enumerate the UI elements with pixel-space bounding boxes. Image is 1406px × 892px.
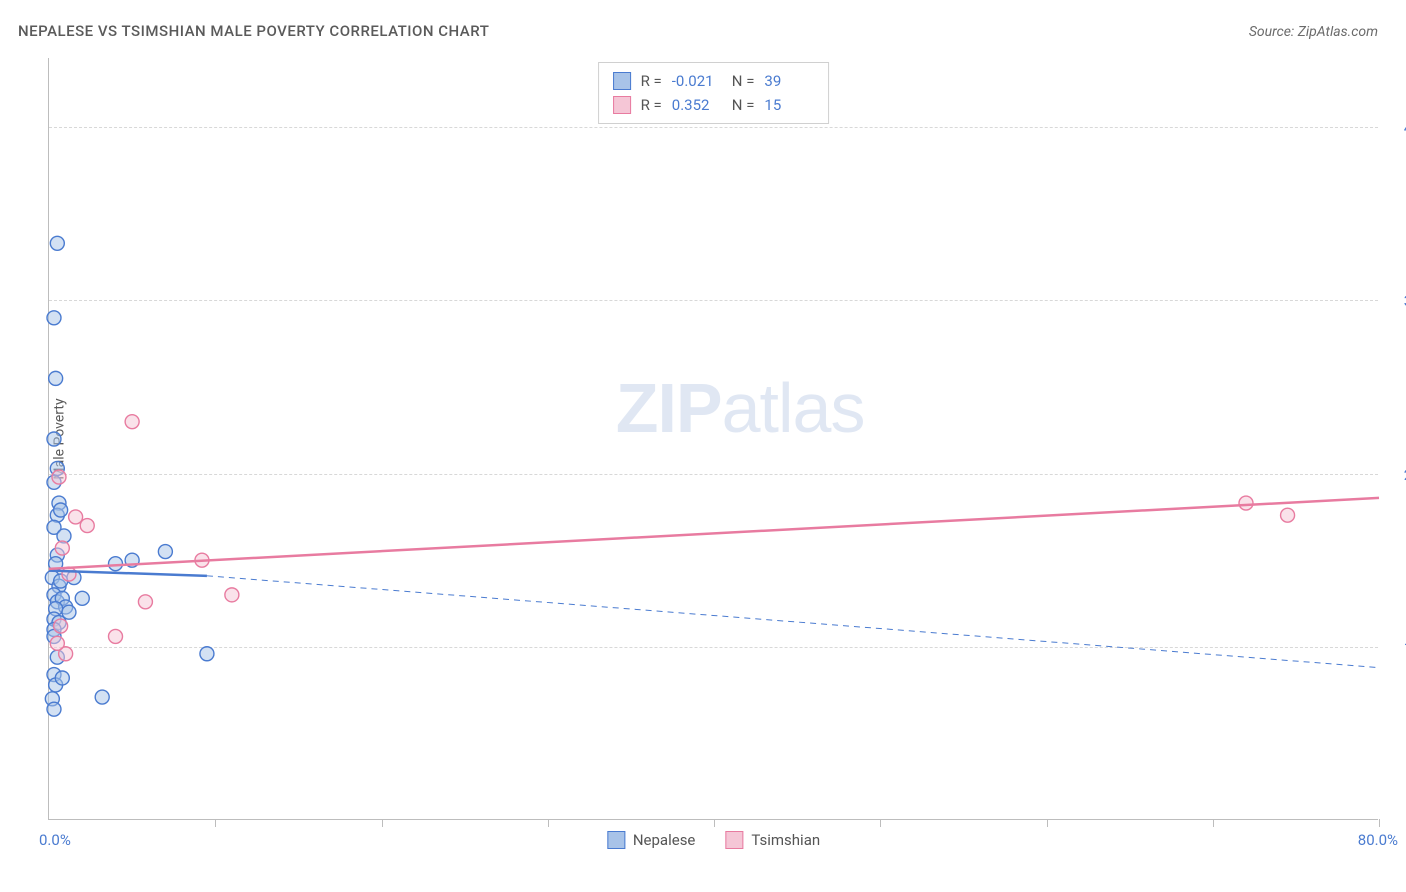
x-tick bbox=[548, 819, 549, 827]
x-tick bbox=[714, 819, 715, 827]
scatter-point bbox=[125, 415, 139, 429]
legend-label-nepalese: Nepalese bbox=[633, 831, 696, 849]
legend-item-tsimshian: Tsimshian bbox=[725, 831, 820, 849]
x-tick bbox=[880, 819, 881, 827]
legend-item-nepalese: Nepalese bbox=[607, 831, 696, 849]
scatter-point bbox=[52, 470, 66, 484]
scatter-point bbox=[109, 629, 123, 643]
y-tick-label: 10.0% bbox=[1384, 639, 1406, 657]
scatter-point bbox=[55, 671, 69, 685]
scatter-point bbox=[47, 432, 61, 446]
scatter-point bbox=[69, 510, 83, 524]
y-tick-label: 40.0% bbox=[1384, 119, 1406, 137]
scatter-point bbox=[1281, 508, 1295, 522]
scatter-point bbox=[47, 311, 61, 325]
trendline bbox=[49, 498, 1379, 569]
scatter-point bbox=[49, 371, 63, 385]
legend-label-tsimshian: Tsimshian bbox=[751, 831, 820, 849]
x-tick bbox=[1047, 819, 1048, 827]
x-tick bbox=[1379, 819, 1380, 827]
scatter-point bbox=[158, 545, 172, 559]
scatter-point bbox=[50, 236, 64, 250]
x-axis-max-label: 80.0% bbox=[1358, 831, 1398, 849]
y-tick-label: 20.0% bbox=[1384, 466, 1406, 484]
scatter-point bbox=[75, 591, 89, 605]
scatter-point bbox=[138, 595, 152, 609]
x-tick bbox=[382, 819, 383, 827]
swatch-tsimshian-icon bbox=[725, 831, 743, 849]
swatch-nepalese-icon bbox=[607, 831, 625, 849]
series-legend: Nepalese Tsimshian bbox=[607, 831, 820, 849]
x-tick bbox=[1213, 819, 1214, 827]
scatter-point bbox=[80, 519, 94, 533]
plot-area: Male Poverty ZIPatlas 10.0%20.0%30.0%40.… bbox=[48, 58, 1378, 820]
y-tick-label: 30.0% bbox=[1384, 292, 1406, 310]
scatter-point bbox=[109, 557, 123, 571]
trendline bbox=[207, 576, 1379, 668]
scatter-point bbox=[200, 647, 214, 661]
scatter-point bbox=[47, 702, 61, 716]
x-axis-min-label: 0.0% bbox=[39, 831, 71, 849]
chart-source: Source: ZipAtlas.com bbox=[1249, 24, 1378, 40]
scatter-point bbox=[225, 588, 239, 602]
scatter-point bbox=[55, 541, 69, 555]
scatter-point bbox=[95, 690, 109, 704]
scatter-point bbox=[54, 503, 68, 517]
chart-title: NEPALESE VS TSIMSHIAN MALE POVERTY CORRE… bbox=[18, 22, 489, 40]
scatter-point bbox=[54, 619, 68, 633]
x-tick bbox=[215, 819, 216, 827]
scatter-point bbox=[1239, 496, 1253, 510]
scatter-point bbox=[50, 636, 64, 650]
scatter-svg bbox=[49, 58, 1378, 819]
